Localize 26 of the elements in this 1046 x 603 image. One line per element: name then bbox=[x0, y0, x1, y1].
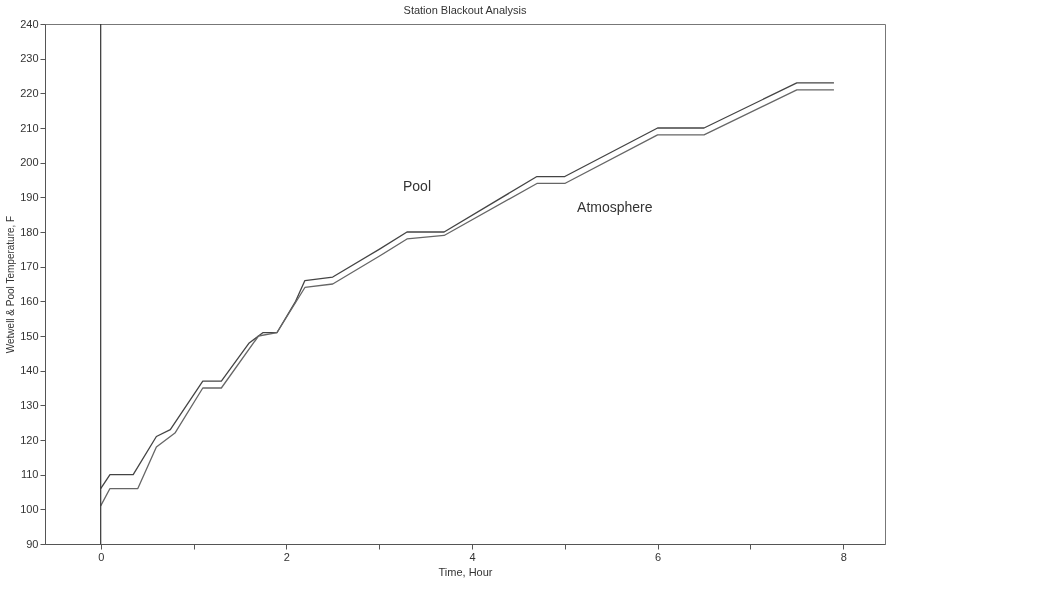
y-tick-label: 200 bbox=[20, 156, 39, 169]
y-tick-label: 170 bbox=[20, 260, 39, 273]
y-tick-label: 230 bbox=[20, 52, 39, 65]
text: Pool bbox=[402, 178, 431, 194]
y-tick-label: 150 bbox=[20, 329, 39, 342]
y-tick-label: 90 bbox=[26, 537, 39, 550]
y-tick-label: 240 bbox=[20, 17, 39, 30]
x-tick-label: 6 bbox=[655, 550, 662, 563]
y-tick-label: 180 bbox=[20, 225, 39, 238]
chart-title: Station Blackout Analysis bbox=[403, 4, 527, 16]
x-tick-label: 0 bbox=[98, 550, 105, 563]
y-tick-label: 120 bbox=[20, 433, 39, 446]
y-tick-label: 110 bbox=[20, 468, 39, 481]
y-axis-title: Wetwell & Pool Temperature, F bbox=[5, 215, 17, 354]
x-tick-label: 4 bbox=[469, 550, 476, 563]
y-tick-label: 130 bbox=[20, 398, 39, 411]
series-label: Atmosphere bbox=[577, 199, 653, 216]
x-tick-label: 2 bbox=[283, 550, 290, 563]
y-tick-label: 190 bbox=[20, 190, 39, 203]
y-tick-label: 140 bbox=[20, 364, 39, 377]
y-tick-label: 160 bbox=[20, 294, 39, 307]
x-axis-title: Time, Hour bbox=[438, 565, 493, 578]
x-tick-label: 8 bbox=[840, 550, 847, 563]
y-tick-label: 100 bbox=[20, 502, 39, 515]
y-tick-label: 210 bbox=[20, 121, 39, 134]
y-tick-label: 220 bbox=[20, 86, 39, 99]
